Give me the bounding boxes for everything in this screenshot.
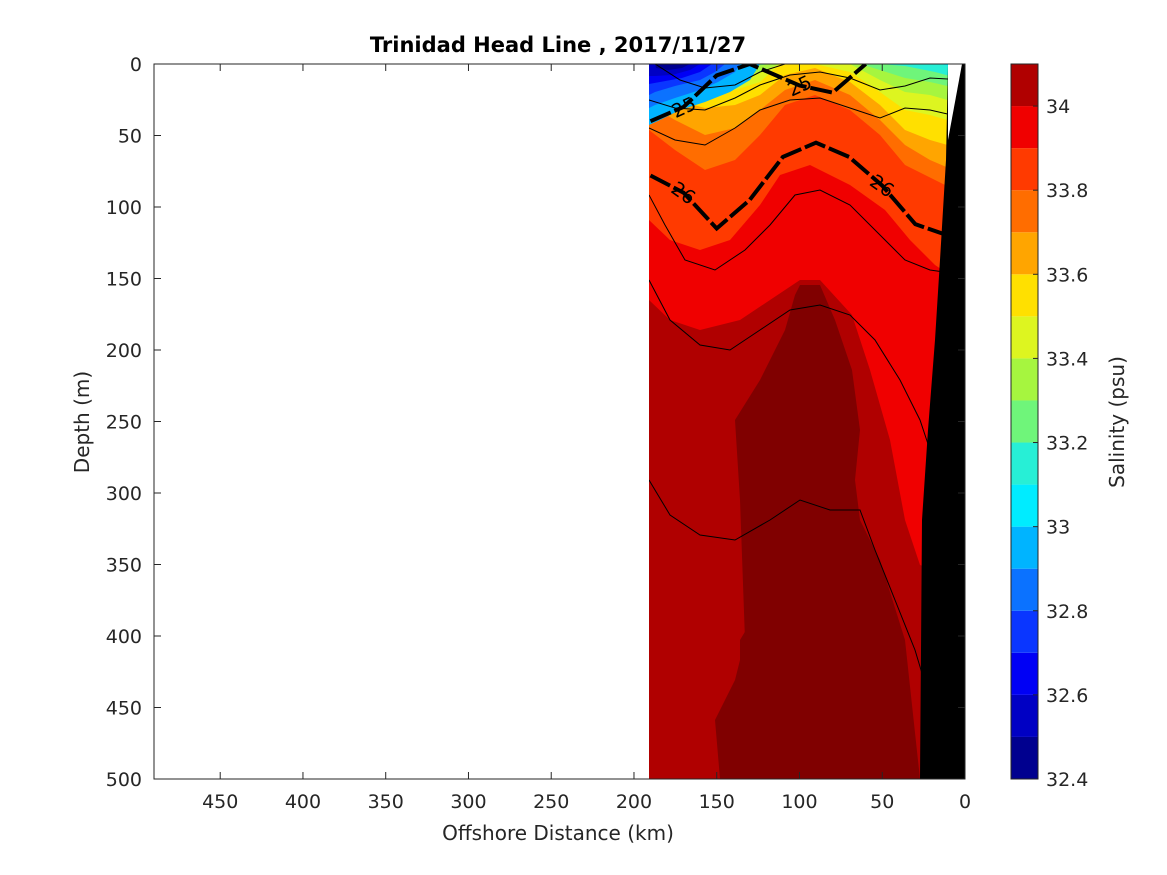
colorbar-tick-label: 34	[1046, 96, 1070, 118]
colorbar-tick-label: 32.8	[1046, 601, 1088, 623]
land-mask	[920, 64, 965, 779]
x-tick-label: 250	[533, 791, 569, 813]
colorbar-frame	[1010, 63, 1039, 780]
colorbar-swatch	[1011, 106, 1038, 149]
salinity-band-33-2	[649, 64, 965, 90]
x-axis-label: Offshore Distance (km)	[442, 821, 674, 845]
y-tick-label: 0	[130, 54, 142, 76]
colorbar-tick-label: 33.4	[1046, 348, 1088, 370]
colorbar-swatch	[1011, 358, 1038, 401]
thin-contour-4	[649, 189, 965, 276]
colorbar: 34 33.8 33.6 33.4 33.2 33 32.8 32.6 32.4	[1010, 63, 1088, 791]
salinity-band-32-4	[655, 64, 690, 70]
y-tick-label: 150	[106, 269, 142, 291]
x-tick-label: 400	[285, 791, 321, 813]
colorbar-tick-label: 33.6	[1046, 264, 1088, 286]
colorbar-swatch	[1011, 736, 1038, 779]
colorbar-swatch	[1011, 400, 1038, 443]
colorbar-tick-label: 33.8	[1046, 180, 1088, 202]
salinity-band-33-1	[649, 64, 965, 80]
y-tick-label: 500	[106, 769, 142, 791]
x-tick-label: 0	[959, 791, 971, 813]
x-tick-label: 350	[368, 791, 404, 813]
salinity-deep-core-upper	[715, 285, 920, 779]
colorbar-swatch	[1011, 442, 1038, 485]
thin-contour-5	[649, 279, 941, 481]
land-edge-white	[948, 64, 962, 140]
colorbar-swatch	[1011, 148, 1038, 191]
chart-title: Trinidad Head Line , 2017/11/27	[370, 33, 746, 57]
y-tick-label: 300	[106, 483, 142, 505]
y-tick-label: 450	[106, 698, 142, 720]
x-tick-label: 200	[616, 791, 652, 813]
y-tick-label: 200	[106, 340, 142, 362]
y-axis-label: Depth (m)	[70, 371, 94, 473]
thin-contour-6	[649, 479, 931, 701]
colorbar-tick-label: 33.2	[1046, 433, 1088, 455]
colorbar-swatch	[1011, 64, 1038, 107]
colorbar-swatch	[1011, 526, 1038, 569]
x-tick-label: 300	[450, 791, 486, 813]
y-tick-label: 400	[106, 626, 142, 648]
colorbar-swatch	[1011, 610, 1038, 653]
y-tick-label: 50	[118, 126, 142, 148]
colorbar-swatch	[1011, 274, 1038, 317]
colorbar-swatch	[1011, 568, 1038, 611]
colorbar-tick-label: 32.4	[1046, 769, 1088, 791]
x-tick-label: 150	[699, 791, 735, 813]
colorbar-swatch	[1011, 652, 1038, 695]
x-tick-label: 450	[202, 791, 238, 813]
thin-contours	[649, 64, 965, 701]
density-contour-26	[649, 140, 950, 238]
colorbar-swatch	[1011, 190, 1038, 233]
colorbar-swatch	[1011, 232, 1038, 275]
x-tick-label: 100	[781, 791, 817, 813]
x-tick-label: 50	[870, 791, 894, 813]
x-axis-ticks: 450 400 350 300 250 200 150 100 50 0	[202, 64, 971, 813]
colorbar-tick-label: 32.6	[1046, 685, 1088, 707]
thin-contour-3	[649, 97, 965, 146]
colorbar-swatch	[1011, 484, 1038, 527]
colorbar-tick-label: 33	[1046, 517, 1070, 539]
y-axis-ticks: 0 50 100 150 200 250 300 350 400 450 500	[106, 54, 965, 791]
colorbar-swatch	[1011, 316, 1038, 359]
colorbar-swatch	[1011, 694, 1038, 737]
y-tick-label: 250	[106, 412, 142, 434]
salinity-field	[649, 64, 965, 779]
y-tick-label: 350	[106, 555, 142, 577]
colorbar-label: Salinity (psu)	[1105, 356, 1129, 488]
thin-contour-2	[649, 71, 965, 111]
density-contour-25	[649, 64, 868, 124]
y-tick-label: 100	[106, 197, 142, 219]
